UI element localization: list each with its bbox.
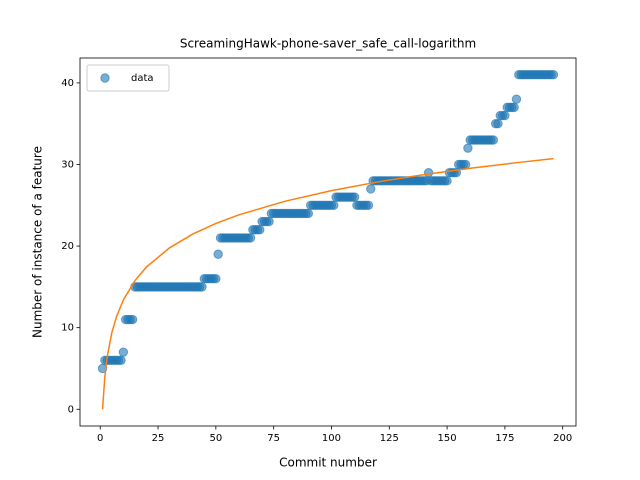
x-tick-label: 25 xyxy=(152,433,165,444)
y-tick-label: 40 xyxy=(61,78,74,89)
x-tick-label: 50 xyxy=(209,433,222,444)
x-tick-label: 175 xyxy=(495,433,514,444)
data-point xyxy=(329,200,339,210)
y-tick-label: 20 xyxy=(61,241,74,252)
y-tick-label: 0 xyxy=(68,404,74,415)
plot-frame xyxy=(79,57,577,427)
data-point xyxy=(423,167,434,178)
data-point xyxy=(264,216,274,227)
data-point xyxy=(493,118,503,129)
data-point xyxy=(127,314,138,325)
data-point xyxy=(509,102,519,113)
legend-label: data xyxy=(131,73,154,84)
y-tick-label: 30 xyxy=(61,159,74,170)
chart-title: ScreamingHawk-phone-saver_safe_call-loga… xyxy=(180,37,476,51)
fit-line xyxy=(101,157,554,410)
data-point xyxy=(303,208,314,219)
data-point xyxy=(442,176,452,186)
legend-box xyxy=(86,64,170,92)
data-point xyxy=(363,200,374,210)
x-tick-label: 100 xyxy=(322,433,341,444)
x-tick-label: 125 xyxy=(380,433,399,444)
data-point xyxy=(511,94,522,104)
data-point xyxy=(460,159,471,170)
data-point xyxy=(245,233,256,243)
data-point xyxy=(197,282,207,292)
x-tick-label: 0 xyxy=(97,433,103,444)
y-axis-label: Number of instance of a feature xyxy=(31,146,45,338)
data-point xyxy=(548,70,559,80)
data-point xyxy=(118,347,129,357)
data-point xyxy=(255,225,265,235)
data-point xyxy=(463,143,473,153)
x-tick-label: 150 xyxy=(438,433,457,444)
data-point xyxy=(500,110,510,121)
legend-marker xyxy=(100,73,110,83)
x-axis-label: Commit number xyxy=(279,456,377,470)
y-tick-label: 10 xyxy=(61,323,74,334)
x-tick-label: 75 xyxy=(267,433,280,444)
data-point xyxy=(366,184,376,194)
data-point xyxy=(488,135,499,145)
x-tick-label: 200 xyxy=(553,433,572,444)
data-point xyxy=(213,249,223,259)
data-point xyxy=(116,355,126,366)
data-point xyxy=(349,192,360,202)
data-point xyxy=(211,274,221,284)
